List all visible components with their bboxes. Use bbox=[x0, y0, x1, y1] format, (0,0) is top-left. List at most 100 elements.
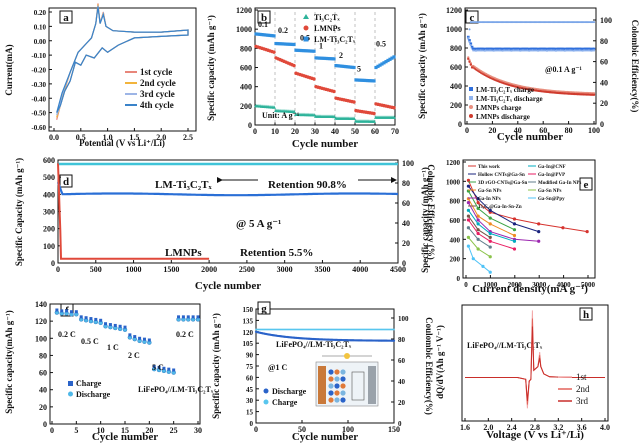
y-tick-label: 1200 bbox=[446, 159, 461, 167]
y-tick-label: 0.10 bbox=[34, 23, 47, 31]
particle bbox=[328, 376, 334, 382]
y-tick-label: 80 bbox=[600, 37, 608, 46]
lm-ti3c2tx-point bbox=[304, 49, 308, 53]
series-point bbox=[512, 228, 517, 232]
charge-point bbox=[123, 325, 127, 329]
lm-ti3c2tx-point bbox=[296, 48, 300, 52]
y-tick-label: 60 bbox=[398, 357, 406, 365]
series-point bbox=[476, 214, 480, 218]
lmnps-point bbox=[372, 111, 376, 116]
y-tick-label: 20 bbox=[402, 239, 410, 248]
lm-discharge-point bbox=[523, 49, 526, 52]
lm-ti3c2tx-point bbox=[308, 49, 312, 53]
lm-ti3c2tx-point bbox=[254, 32, 258, 36]
legend-label: Discharge bbox=[272, 387, 307, 396]
panel-letter-e: e bbox=[584, 179, 589, 191]
lm-ti3c2tx-point bbox=[356, 78, 360, 82]
lm-discharge-point bbox=[502, 49, 505, 52]
panel-b-points: 0.10.20.51250.5 bbox=[254, 20, 396, 123]
series-point bbox=[471, 257, 475, 261]
lm-discharge-point bbox=[538, 49, 541, 52]
ti3c2tx-point bbox=[292, 109, 296, 114]
lm-discharge-point bbox=[510, 49, 513, 52]
lm-discharge-point bbox=[585, 49, 588, 52]
panel-g-ylabel2: Coulombic Efficiency(%) bbox=[424, 317, 434, 415]
lm-ti3c2tx-point bbox=[366, 78, 370, 83]
lm-discharge-point bbox=[468, 40, 471, 43]
lm-ti3c2tx-point bbox=[316, 56, 320, 60]
rate-label: 0.2 C bbox=[58, 330, 76, 339]
x-tick-label: 2.8 bbox=[530, 423, 540, 432]
charge-point bbox=[172, 368, 176, 372]
panel-f-xlabel: Cycle number bbox=[92, 431, 158, 443]
legend-label: Modified Ga-In NPs bbox=[538, 181, 581, 186]
legend-label: 4th cycle bbox=[140, 100, 174, 110]
x-tick-label: 500 bbox=[90, 265, 102, 274]
lm-discharge-point bbox=[515, 49, 518, 52]
lm-discharge-point bbox=[563, 49, 566, 52]
charge-point bbox=[152, 365, 156, 369]
lm-discharge-point bbox=[497, 49, 500, 52]
lm-discharge-point bbox=[548, 49, 551, 52]
y-tick-label: 800 bbox=[450, 198, 461, 206]
particle bbox=[334, 383, 340, 389]
y-tick-label: 600 bbox=[240, 64, 252, 73]
panel-f-points bbox=[54, 308, 201, 375]
lm-discharge-point bbox=[519, 49, 522, 52]
lm-discharge-point bbox=[474, 49, 477, 52]
ti3c2tx-point bbox=[312, 112, 316, 117]
y-tick-label: 40 bbox=[39, 386, 47, 395]
y-tick-label: 400 bbox=[240, 83, 252, 92]
y-tick-label: 500 bbox=[43, 173, 55, 182]
lm-ti3c2tx-point bbox=[260, 32, 264, 37]
charge-point bbox=[191, 315, 195, 319]
y-tick-label: 20 bbox=[600, 99, 608, 108]
y-tick-label: -0.10 bbox=[31, 52, 46, 60]
panel-g-points bbox=[254, 328, 396, 342]
panel-d-retention-bottom: Retention 5.5% bbox=[240, 247, 313, 259]
lm-ti3c2tx-point bbox=[320, 56, 324, 60]
panel-b-ylabel: Specific capacity (mAh g⁻¹) bbox=[206, 15, 216, 121]
lm-discharge-point bbox=[549, 49, 552, 52]
lm-discharge-point bbox=[530, 49, 533, 52]
y-tick-label: 1000 bbox=[236, 25, 252, 34]
x-tick-label: 2000 bbox=[508, 281, 523, 289]
series-point bbox=[466, 201, 471, 205]
series-line-3 bbox=[467, 198, 515, 236]
panel-f-ylabel: Specific capacity(mAh g⁻¹) bbox=[4, 310, 14, 413]
legend-label: Charge bbox=[76, 379, 102, 388]
lm-discharge-point bbox=[487, 49, 490, 52]
panel-a-ticks: 0.0 0.5 1.0 1.5 2.0 2.5 0.20 0.10 0.00 -0.10 -0.20… bbox=[31, 9, 193, 142]
lm-ti3c2tx-point bbox=[376, 64, 380, 68]
y-tick-label: 0 bbox=[250, 420, 254, 428]
charge-point bbox=[60, 309, 64, 313]
lm-ti3c2tx-point bbox=[330, 57, 334, 61]
panel-g-xlabel: Cycle number bbox=[292, 431, 358, 443]
x-tick-label: 0 bbox=[50, 426, 54, 435]
lm-discharge-point bbox=[586, 49, 589, 52]
series-point bbox=[488, 255, 492, 259]
discharge-point bbox=[392, 339, 396, 342]
series-point bbox=[476, 218, 480, 222]
lm-discharge-point bbox=[481, 49, 484, 52]
y-tick-label: 0 bbox=[402, 259, 406, 268]
rate-label: 5 bbox=[357, 64, 361, 73]
lmnps-point bbox=[272, 50, 276, 54]
y-tick-label: 100 bbox=[600, 16, 612, 25]
lm-ti3c2tx-point bbox=[276, 42, 280, 46]
panel-letter-h: h bbox=[583, 309, 589, 321]
cv-curve-4 bbox=[56, 6, 189, 113]
y-tick-label: 40 bbox=[398, 378, 406, 386]
rate-label: 5 C bbox=[152, 363, 164, 372]
x-tick-label: 1000 bbox=[126, 265, 142, 274]
lm-discharge-point bbox=[477, 49, 480, 52]
series-line-2 bbox=[467, 190, 515, 231]
x-tick-label: 3000 bbox=[532, 281, 547, 289]
particle bbox=[328, 397, 334, 403]
y-tick-label: 135 bbox=[243, 317, 254, 325]
legend-label: LMNPs bbox=[314, 24, 341, 33]
y-tick-label: 80 bbox=[39, 351, 47, 360]
lm-discharge-point bbox=[558, 49, 561, 52]
x-tick-label: 5 bbox=[74, 426, 78, 435]
